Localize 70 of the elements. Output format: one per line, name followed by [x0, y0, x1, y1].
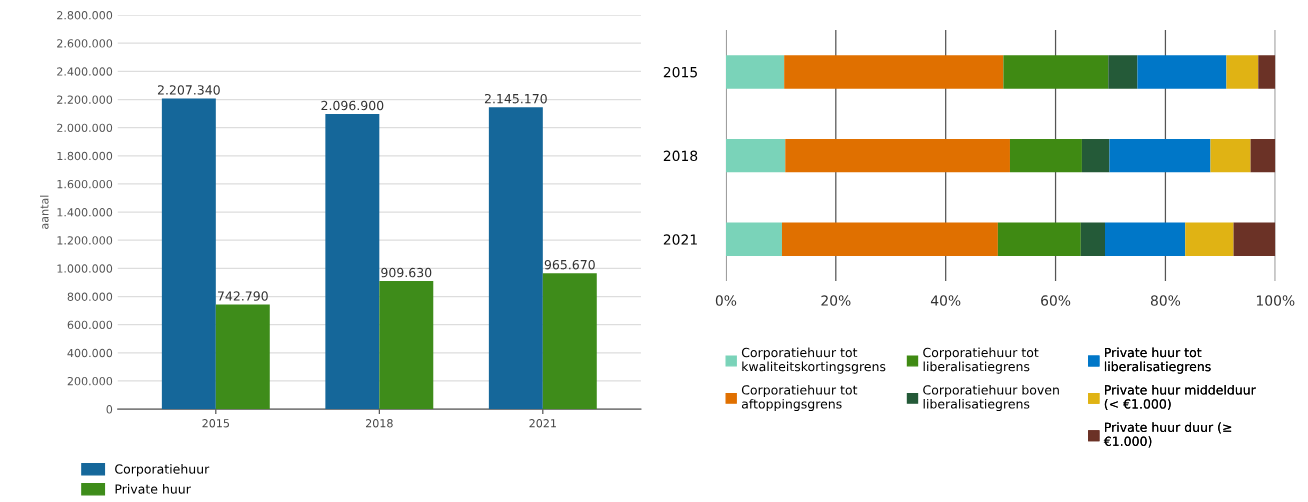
y-tick-label: 1.600.000	[57, 179, 113, 189]
x-tick-label: 2021	[529, 419, 556, 428]
bar	[161, 98, 216, 410]
bar	[1009, 138, 1082, 173]
y-tick-label: 2.600.000	[57, 39, 113, 48]
y-tick-label: 2.800.000	[57, 11, 113, 20]
bar	[1185, 222, 1234, 257]
legend-label: Private huur middelduur (< €1.000)	[1104, 384, 1256, 411]
y-tick-label: 1.200.000	[57, 236, 113, 245]
bar	[1081, 138, 1110, 173]
data-label: 909.630	[381, 267, 432, 278]
y-tick-label: 2018	[663, 150, 698, 162]
bar	[1226, 55, 1259, 89]
legend-label: Corporatiehuur tot liberalisatiegrens	[923, 347, 1039, 374]
y-tick-label: 2.200.000	[57, 95, 113, 104]
legend-label: Corporatiehuur tot kwaliteitskortingsgrens	[741, 347, 886, 374]
y-axis-title: aantal	[40, 195, 49, 229]
bar	[542, 273, 597, 410]
y-tick-label: 2.000.000	[57, 123, 113, 133]
legend-label: Corporatiehuur tot aftoppingsgrens	[741, 384, 858, 412]
x-tick-label: 80%	[1150, 295, 1181, 306]
bar	[785, 138, 1010, 173]
x-tick-label: 2018	[366, 419, 393, 428]
x-tick-label: 60%	[1041, 295, 1071, 306]
bar	[1109, 138, 1211, 173]
x-tick-label: 100%	[1256, 295, 1295, 306]
bar	[784, 55, 1004, 89]
bar	[1233, 222, 1276, 257]
x-tick-label: 20%	[821, 295, 851, 306]
bar	[1080, 222, 1105, 257]
legend-label: Corporatiehuur boven liberalisatiegrens	[923, 384, 1059, 412]
bar	[1210, 138, 1251, 173]
bar	[325, 114, 380, 410]
bar	[1105, 222, 1186, 257]
data-label: 2.145.170	[484, 93, 547, 104]
y-tick-label: 2015	[663, 66, 697, 78]
legend-label: Private huur	[115, 484, 191, 494]
bar	[488, 107, 543, 410]
bar	[1250, 138, 1276, 173]
data-label: 742.790	[217, 291, 268, 301]
data-label: 965.670	[544, 259, 595, 270]
bar	[1137, 55, 1227, 89]
y-tick-label: 0	[106, 405, 113, 414]
bar	[781, 222, 998, 257]
legend-label: Corporatiehuur	[115, 464, 210, 477]
y-tick-label: 1.800.000	[57, 151, 113, 161]
legend-label: Private huur duur (≥ €1.000)	[1103, 422, 1232, 448]
bar	[725, 222, 782, 257]
bar	[1258, 55, 1276, 89]
x-tick-label: 0%	[715, 295, 737, 306]
y-tick-label: 800.000	[67, 292, 113, 301]
bar	[379, 281, 434, 410]
y-tick-label: 1.000.000	[57, 264, 113, 273]
bar	[725, 55, 785, 89]
bar	[215, 304, 270, 410]
bar	[997, 222, 1081, 257]
y-tick-label: 2021	[663, 234, 697, 245]
data-label: 2.096.900	[321, 100, 384, 111]
data-label: 2.207.340	[157, 85, 220, 95]
x-tick-label: 2015	[202, 419, 229, 428]
y-tick-label: 200.000	[67, 376, 113, 386]
bar	[1108, 55, 1138, 89]
bar	[725, 138, 786, 173]
y-tick-label: 2.400.000	[57, 67, 113, 76]
legend-label: Private huur tot liberalisatiegrens	[1104, 347, 1211, 374]
bar	[1003, 55, 1109, 89]
y-tick-label: 600.000	[67, 320, 113, 330]
x-tick-label: 40%	[930, 295, 961, 306]
y-tick-label: 1.400.000	[57, 208, 113, 217]
y-tick-label: 400.000	[67, 348, 113, 358]
